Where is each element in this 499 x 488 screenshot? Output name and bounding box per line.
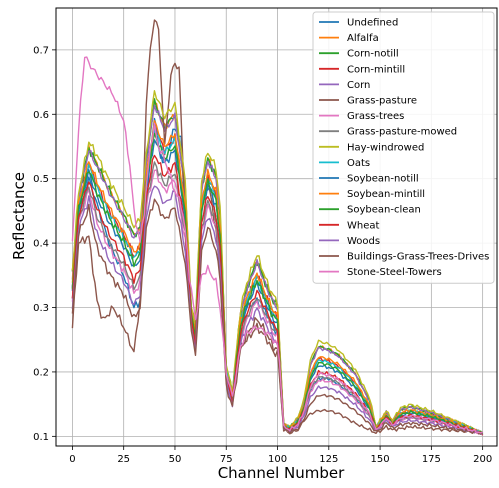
x-tick-label: 0	[69, 454, 75, 465]
y-tick-label: 0.5	[33, 174, 49, 185]
series-line	[71, 56, 483, 434]
legend-label: Stone-Steel-Towers	[347, 267, 442, 278]
legend-label: Soybean-clean	[347, 205, 421, 216]
y-tick-label: 0.1	[33, 432, 49, 443]
legend-label: Buildings-Grass-Trees-Drives	[347, 252, 489, 263]
series-line	[71, 132, 484, 435]
legend-label: Oats	[347, 158, 370, 169]
legend-label: Alfalfa	[347, 33, 379, 44]
y-tick-label: 0.6	[33, 110, 49, 121]
y-axis-label: Reflectance	[10, 172, 28, 260]
legend-label: Soybean-mintill	[347, 189, 425, 200]
legend-label: Corn	[347, 80, 370, 91]
x-tick-label: 200	[473, 454, 492, 465]
x-tick-label: 25	[117, 454, 130, 465]
x-tick-label: 100	[268, 454, 287, 465]
x-tick-label: 75	[220, 454, 233, 465]
legend: Undefined Alfalfa Corn-notill Corn-mintill C…	[312, 11, 495, 284]
y-tick-label: 0.3	[33, 303, 49, 314]
legend-label: Wheat	[347, 220, 380, 231]
legend-label: Grass-pasture-mowed	[347, 127, 457, 138]
legend-label: Soybean-notill	[347, 174, 419, 185]
legend-label: Hay-windrowed	[347, 142, 424, 153]
series-line	[71, 185, 483, 435]
x-tick-label: 175	[422, 454, 441, 465]
x-tick-label: 125	[319, 454, 338, 465]
y-tick-label: 0.2	[33, 367, 49, 378]
legend-label: Woods	[347, 236, 380, 247]
x-tick-label: 150	[371, 454, 390, 465]
y-tick-label: 0.4	[33, 239, 49, 250]
y-tick-label: 0.7	[33, 45, 49, 56]
legend-label: Grass-trees	[347, 111, 404, 122]
legend-box	[312, 11, 495, 284]
axis-ticks: 0 25 50 75 100 125 150 175 200 0.1 0.2 0.3 0.4 0.5 0.6…	[33, 45, 492, 465]
series-line	[71, 90, 484, 435]
legend-label: Corn-mintill	[347, 64, 405, 75]
plot-frame	[55, 7, 498, 447]
legend-label: Corn-notill	[347, 49, 399, 60]
legend-label: Grass-pasture	[347, 96, 417, 107]
x-tick-label: 50	[169, 454, 182, 465]
x-axis-label: Channel Number	[218, 464, 345, 482]
legend-label: Undefined	[347, 18, 398, 29]
series-lines	[71, 19, 484, 436]
